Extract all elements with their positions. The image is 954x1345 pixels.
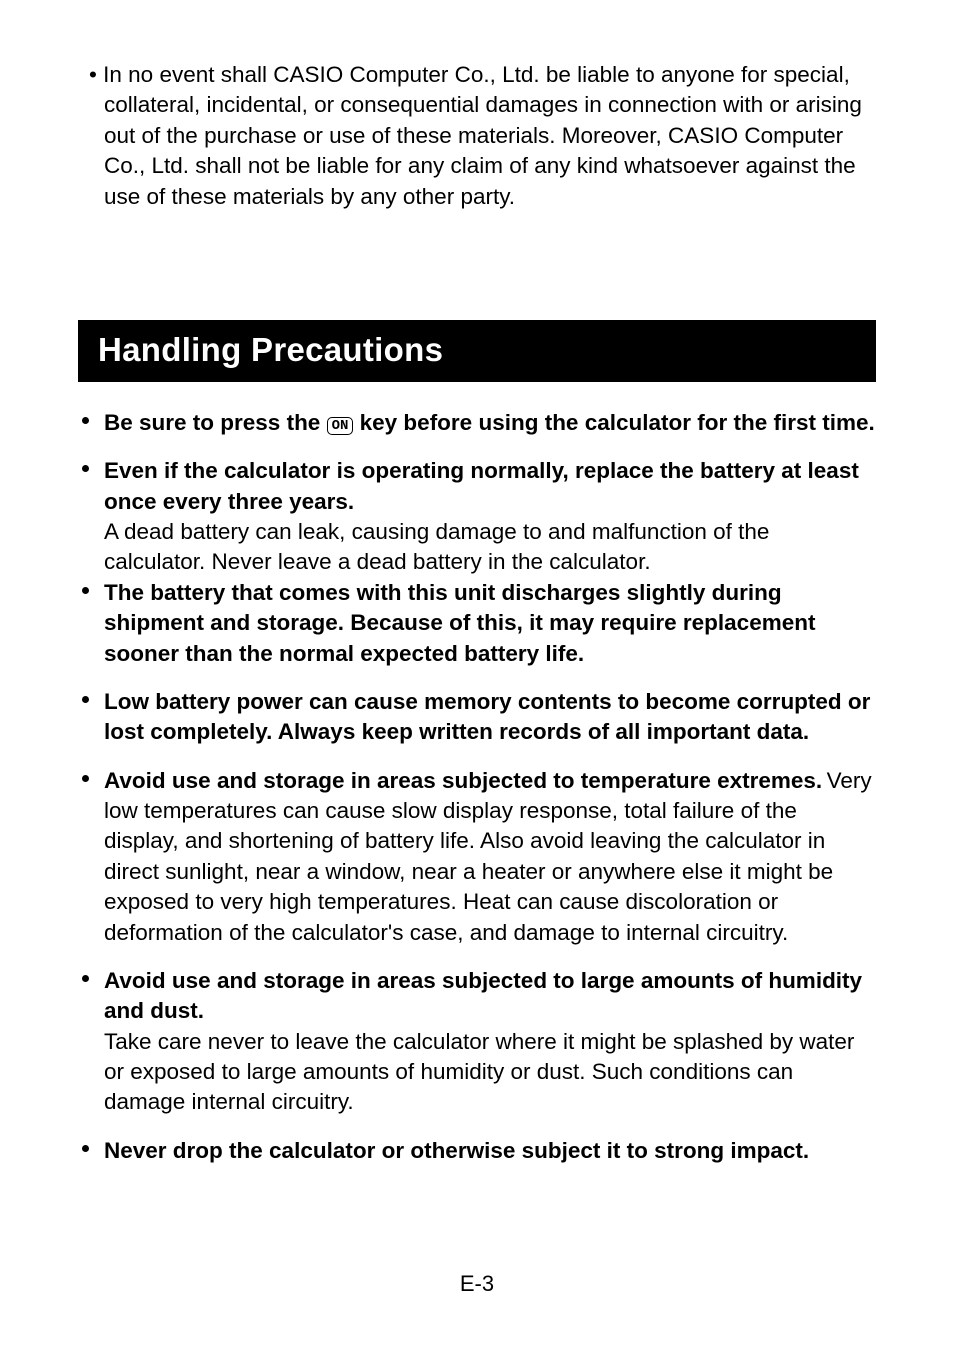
bullet: •: [89, 62, 97, 87]
bullet-icon: [82, 417, 89, 424]
bullet-icon: [82, 975, 89, 982]
bullet-icon: [82, 775, 89, 782]
bullet-icon: [82, 696, 89, 703]
list-item: Low battery power can cause memory conte…: [78, 687, 876, 748]
bullet-icon: [82, 465, 89, 472]
list-item: Avoid use and storage in areas subjected…: [78, 766, 876, 948]
page-number: E-3: [0, 1271, 954, 1297]
item-body: Take care never to leave the calculator …: [104, 1027, 876, 1118]
list-item: The battery that comes with this unit di…: [78, 578, 876, 669]
bullet-icon: [82, 1145, 89, 1152]
list-item: Never drop the calculator or otherwise s…: [78, 1136, 876, 1166]
list-item: Avoid use and storage in areas subjected…: [78, 966, 876, 1118]
item-bold: Avoid use and storage in areas subjected…: [104, 966, 876, 1027]
bullet-icon: [82, 587, 89, 594]
item-bold: Low battery power can cause memory conte…: [104, 687, 876, 748]
item-bold: Never drop the calculator or otherwise s…: [104, 1136, 876, 1166]
item-bold-post: key before using the calculator for the …: [353, 410, 874, 435]
item-bold: Even if the calculator is operating norm…: [104, 456, 876, 517]
item-body: A dead battery can leak, causing damage …: [104, 517, 876, 578]
disclaimer-text: • In no event shall CASIO Computer Co., …: [78, 60, 876, 212]
list-item: Be sure to press the ON key before using…: [78, 408, 876, 438]
item-bold-pre: Be sure to press the: [104, 410, 327, 435]
item-bold: Avoid use and storage in areas subjected…: [104, 768, 822, 793]
item-bold: The battery that comes with this unit di…: [104, 578, 876, 669]
disclaimer-body: In no event shall CASIO Computer Co., Lt…: [103, 62, 862, 209]
on-key-icon: ON: [327, 417, 354, 435]
item-body: Very low temperatures can cause slow dis…: [104, 768, 872, 945]
precautions-list: Be sure to press the ON key before using…: [78, 408, 876, 1166]
list-item: Even if the calculator is operating norm…: [78, 456, 876, 578]
section-heading: Handling Precautions: [78, 320, 876, 382]
